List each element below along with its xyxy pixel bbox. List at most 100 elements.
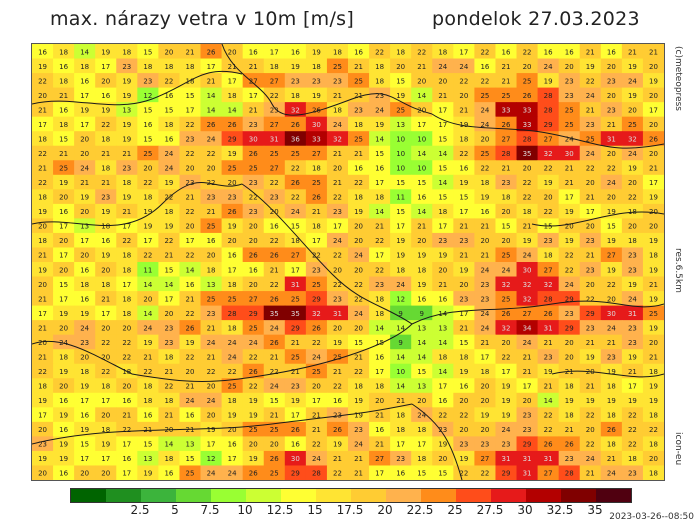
heatmap-value-label: 20: [59, 237, 68, 245]
heatmap-value-label: 19: [649, 383, 658, 391]
heatmap-cell: [411, 392, 433, 408]
heatmap-value-label: 16: [101, 92, 110, 100]
heatmap-value-label: 18: [312, 223, 321, 231]
heatmap-cell: [179, 276, 202, 292]
heatmap-value-label: 20: [249, 281, 258, 289]
heatmap-cell: [326, 87, 349, 103]
heatmap-value-label: 19: [649, 397, 658, 405]
heatmap-cell: [284, 291, 307, 307]
heatmap-cell: [495, 320, 518, 336]
heatmap-value-label: 25: [207, 295, 216, 303]
heatmap-value-label: 19: [164, 179, 173, 187]
heatmap-value-label: 20: [164, 310, 173, 318]
heatmap-value-label: 31: [270, 135, 279, 143]
heatmap-cell: [348, 189, 370, 205]
heatmap-cell: [453, 291, 475, 307]
heatmap-cell: [179, 58, 202, 74]
heatmap-cell: [284, 44, 307, 60]
heatmap-cell: [326, 334, 349, 350]
heatmap-value-label: 27: [312, 150, 321, 158]
heatmap-value-label: 20: [480, 426, 489, 434]
heatmap-value-label: 20: [586, 281, 595, 289]
heatmap-value-label: 24: [228, 339, 237, 347]
heatmap-value-label: 22: [333, 470, 342, 478]
heatmap-cell: [369, 203, 391, 219]
heatmap-cell: [537, 73, 560, 89]
heatmap-value-label: 17: [459, 48, 468, 56]
heatmap-cell: [621, 58, 644, 74]
heatmap-cell: [263, 262, 286, 278]
heatmap-value-label: 20: [586, 179, 595, 187]
heatmap-value-label: 26: [270, 455, 279, 463]
legend-tick-label: 15: [307, 503, 323, 517]
heatmap-cell: [579, 320, 602, 336]
heatmap-cell: [495, 131, 518, 147]
heatmap-cell: [579, 334, 602, 350]
heatmap-cell: [179, 131, 202, 147]
heatmap-value-label: 24: [480, 106, 489, 114]
heatmap-cell: [579, 247, 602, 263]
heatmap-value-label: 22: [122, 353, 131, 361]
heatmap-value-label: 25: [565, 106, 574, 114]
heatmap-value-label: 17: [101, 310, 110, 318]
heatmap-cell: [579, 305, 602, 321]
heatmap-value-label: 21: [375, 441, 384, 449]
heatmap-cell: [284, 131, 307, 147]
heatmap-value-label: 17: [438, 223, 447, 231]
heatmap-cell: [390, 145, 412, 161]
heatmap-value-label: 22: [207, 150, 216, 158]
heatmap-cell: [621, 262, 644, 278]
heatmap-value-label: 20: [38, 92, 47, 100]
heatmap-cell: [284, 247, 307, 263]
heatmap-cell: [621, 174, 644, 190]
heatmap-cell: [348, 73, 370, 89]
heatmap-cell: [284, 392, 307, 408]
heatmap-cell: [95, 334, 117, 350]
heatmap-value-label: 19: [38, 208, 47, 216]
heatmap-value-label: 22: [291, 165, 300, 173]
heatmap-cell: [158, 232, 180, 248]
heatmap-value-label: 19: [59, 455, 68, 463]
heatmap-cell: [579, 421, 602, 437]
heatmap-cell: [516, 203, 539, 219]
heatmap-value-label: 19: [649, 77, 658, 85]
heatmap-value-label: 20: [333, 165, 342, 173]
heatmap-cell: [116, 73, 138, 89]
heatmap-value-label: 17: [122, 223, 131, 231]
heatmap-cell: [242, 174, 265, 190]
heatmap-cell: [411, 145, 433, 161]
heatmap-value-label: 23: [544, 237, 553, 245]
heatmap-value-label: 24: [228, 353, 237, 361]
heatmap-value-label: 17: [207, 63, 216, 71]
heatmap-cell: [621, 436, 644, 452]
legend-swatch: [211, 489, 246, 502]
heatmap-value-label: 17: [122, 470, 131, 478]
heatmap-cell: [200, 349, 223, 365]
heatmap-cell: [474, 378, 496, 394]
heatmap-value-label: 17: [59, 223, 68, 231]
heatmap-value-label: 20: [38, 426, 47, 434]
heatmap-value-label: 24: [628, 295, 637, 303]
heatmap-cell: [305, 320, 328, 336]
border-line: [32, 182, 243, 226]
heatmap-value-label: 24: [607, 470, 616, 478]
heatmap-value-label: 23: [312, 77, 321, 85]
heatmap-value-label: 20: [649, 63, 658, 71]
heatmap-cell: [284, 145, 307, 161]
heatmap-cell: [32, 407, 54, 423]
heatmap-value-label: 27: [502, 135, 511, 143]
heatmap-cell: [305, 145, 328, 161]
heatmap-value-label: 19: [459, 455, 468, 463]
heatmap-value-label: 19: [649, 295, 658, 303]
heatmap-value-label: 25: [249, 426, 258, 434]
heatmap-value-label: 17: [228, 455, 237, 463]
heatmap-cell: [326, 436, 349, 452]
heatmap-cell: [200, 203, 223, 219]
legend-swatch: [71, 489, 106, 502]
heatmap-value-label: 18: [607, 441, 616, 449]
heatmap-cell: [411, 203, 433, 219]
heatmap-cell: [326, 247, 349, 263]
heatmap-cell: [200, 392, 223, 408]
heatmap-value-label: 31: [544, 455, 553, 463]
heatmap-value-label: 18: [59, 48, 68, 56]
